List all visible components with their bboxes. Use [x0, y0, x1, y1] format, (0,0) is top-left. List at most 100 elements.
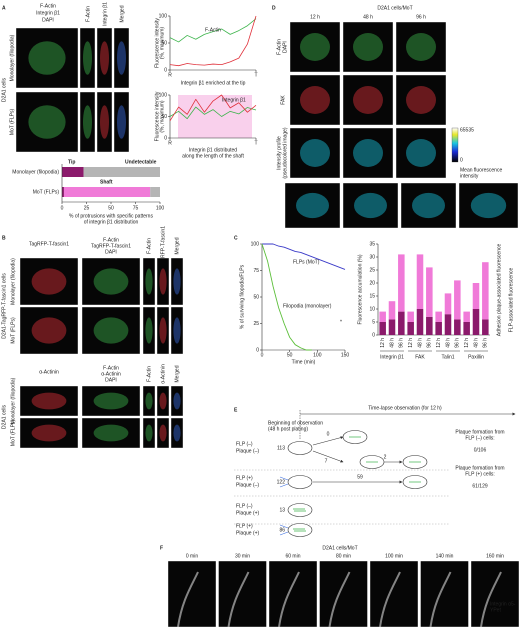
column-label: F-Actin [146, 238, 152, 254]
micrograph [289, 74, 341, 126]
x-tick-label: 25 [84, 205, 90, 211]
column-label: 96 h [416, 14, 426, 20]
plaque [293, 528, 306, 532]
cell [159, 392, 167, 410]
column-label: Merged [174, 365, 180, 382]
cell [145, 268, 153, 295]
bar-segment [407, 311, 414, 322]
flp [279, 524, 289, 536]
cell [28, 105, 66, 139]
cell [83, 41, 92, 75]
stain-label: F-Actin [40, 3, 56, 9]
cell-outline [177, 571, 199, 628]
cell [31, 268, 67, 295]
y-axis-label: (%, maximum) [159, 100, 165, 133]
y-tick-label: 100 [159, 92, 168, 98]
annotation: Integrin β1 distributed [189, 147, 237, 153]
cell [300, 86, 330, 114]
group-label: Talin1 [441, 354, 454, 360]
x-tick-label: 100 [313, 352, 322, 358]
cell [412, 192, 445, 219]
micrograph [284, 182, 341, 229]
line-series [169, 94, 257, 122]
colorbar-title: Mean fluorescence [460, 167, 502, 173]
y-tick-label: 0 [164, 67, 167, 73]
panel-label: A [2, 5, 6, 11]
cell [173, 392, 181, 410]
cell [93, 424, 129, 442]
bar-segment [388, 319, 396, 335]
row-label: Intensity profile [276, 136, 282, 170]
micrograph [19, 417, 79, 449]
cell [159, 317, 167, 344]
group-label: D2A1 cells [1, 405, 7, 429]
y-tick-label: 25 [369, 267, 375, 273]
x-tick-label: 48 h [389, 338, 395, 348]
y-axis-label: % of surviving filopodia/FLPs [239, 264, 245, 329]
cell [287, 475, 313, 489]
annotation: along the length of the shaft [182, 153, 244, 159]
count: 86 [279, 527, 285, 533]
y-tick-label: 0 [256, 347, 259, 353]
micrograph [395, 127, 447, 179]
stain-label: F-Actin [103, 365, 119, 371]
y-axis-label: (%, maximum) [159, 27, 165, 60]
cell-outline [429, 571, 452, 628]
y-tick-label: 50 [161, 40, 167, 46]
cell [173, 424, 181, 442]
stain-label: Integrin α5- [490, 601, 516, 607]
arrow [312, 436, 344, 446]
row-label: FAK [280, 95, 286, 105]
count: 13 [279, 507, 285, 513]
micrograph [458, 182, 519, 229]
cell [28, 41, 66, 75]
row-label: FLP (+) [236, 523, 253, 529]
colorbar-label: 0 [460, 157, 463, 163]
panel-label: D [272, 5, 276, 11]
y-tick-label: 25 [253, 321, 259, 327]
x-tick-label: 96 h [483, 338, 489, 348]
panel-title: D2A1 cells/MoT [377, 5, 412, 11]
cell [100, 41, 109, 75]
y-tick-label: 10 [369, 306, 375, 312]
column-label: Merged [119, 5, 125, 22]
y-tick-label: 50 [253, 294, 259, 300]
cell [173, 317, 181, 344]
micrograph [19, 385, 79, 417]
result-label: FLP (–) cells: [465, 435, 494, 441]
x-axis-label: Time (min) [292, 359, 316, 365]
micrograph [395, 21, 447, 73]
micrograph [342, 127, 394, 179]
cell [145, 392, 153, 410]
y-tick-label: 5 [372, 319, 375, 325]
cell [145, 317, 153, 344]
bar-segment [379, 322, 386, 335]
bar-segment [435, 311, 442, 322]
row-label: F-Actin [276, 39, 282, 55]
stain-label: YPet [490, 607, 501, 613]
panel-label: E [234, 407, 238, 413]
cell-outline [328, 571, 351, 628]
y-tick-label: 50 [161, 114, 167, 120]
row-label: Monolayer (filopodia) [10, 377, 16, 424]
cell [31, 392, 67, 410]
x-tick-label: 50 [108, 205, 114, 211]
category-label: Monolayer (filopodia) [12, 169, 59, 175]
column-label: 12 h [310, 14, 320, 20]
micrograph [342, 21, 394, 73]
micrograph [156, 257, 170, 306]
bar-segment [454, 280, 461, 320]
bar-segment [379, 311, 386, 322]
time-label: 60 min [285, 553, 300, 559]
category-label: MoT (FLPs) [33, 189, 60, 195]
row-label: MoT (FLPs) [10, 420, 16, 447]
micrograph [342, 182, 399, 229]
cell [287, 441, 313, 455]
plaque [293, 508, 306, 512]
start-label: Beginning of observation [268, 420, 323, 426]
transition-count: 7 [325, 458, 328, 464]
stain-label: α-Actinin [101, 371, 121, 377]
bar-segment [426, 316, 433, 335]
cell-outline [379, 571, 401, 628]
panel-title: D2A1 cells/MoT [322, 545, 357, 551]
